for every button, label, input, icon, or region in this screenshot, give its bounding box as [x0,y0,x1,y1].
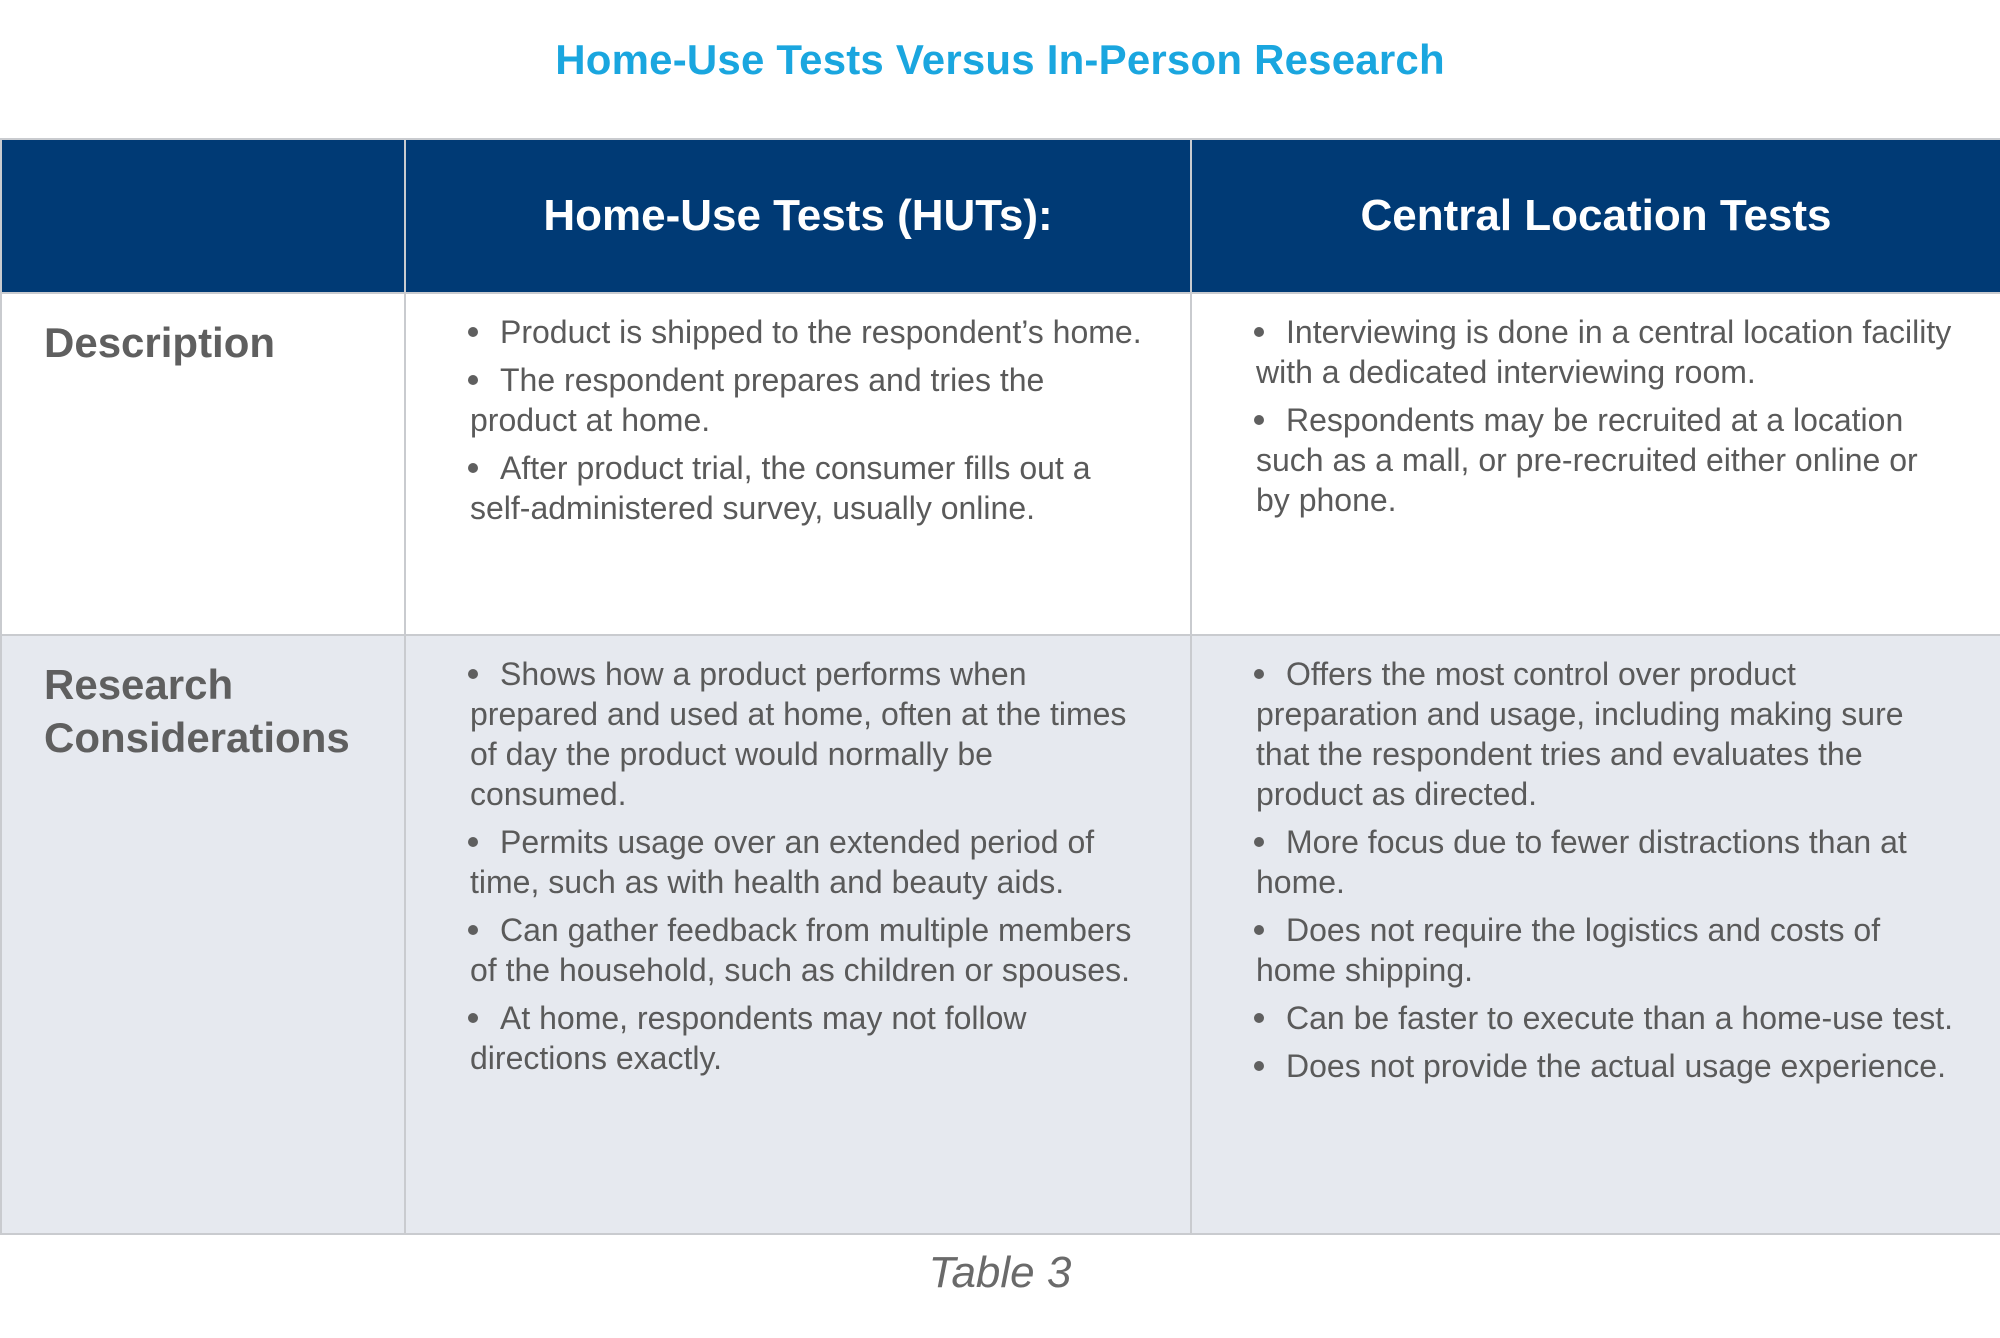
list-item: Product is shipped to the respondent’s h… [468,312,1150,352]
list-item-text: More focus due to fewer distractions tha… [1256,824,1907,900]
clt-cell: Interviewing is done in a central locati… [1190,292,2000,636]
list-item: Permits usage over an extended period of… [468,822,1150,902]
list-item: The respondent prepares and tries the pr… [468,360,1150,440]
bullet-icon [1254,924,1264,935]
bullet-icon [1254,1012,1264,1023]
list-item-text: Can gather feedback from multiple member… [470,912,1132,988]
list-item-text: At home, respondents may not follow dire… [470,1000,1027,1076]
bullet-icon [1254,326,1264,337]
list-item: More focus due to fewer distractions tha… [1254,822,1960,902]
list-item: Can gather feedback from multiple member… [468,910,1150,990]
header-clt: Central Location Tests [1190,138,2000,294]
bullet-icon [1254,668,1264,679]
list-item-text: Offers the most control over product pre… [1256,656,1904,812]
bullet-list: Offers the most control over product pre… [1254,654,1960,1086]
list-item-text: Respondents may be recruited at a locati… [1256,402,1918,518]
table-row: Research Considerations Shows how a prod… [0,634,2000,1235]
bullet-icon [468,668,478,679]
clt-cell: Offers the most control over product pre… [1190,634,2000,1235]
header-empty [0,138,406,294]
bullet-icon [468,924,478,935]
list-item: Shows how a product performs when prepar… [468,654,1150,814]
huts-cell: Shows how a product performs when prepar… [404,634,1192,1235]
bullet-icon [1254,414,1264,425]
bullet-icon [468,836,478,847]
bullet-list: Shows how a product performs when prepar… [468,654,1150,1078]
row-label: Description [0,292,406,636]
list-item-text: Shows how a product performs when prepar… [470,656,1127,812]
table-header-row: Home-Use Tests (HUTs): Central Location … [0,138,2000,294]
bullet-list: Product is shipped to the respondent’s h… [468,312,1150,528]
list-item: Respondents may be recruited at a locati… [1254,400,1960,520]
list-item-text: Can be faster to execute than a home-use… [1286,1000,1954,1036]
huts-cell: Product is shipped to the respondent’s h… [404,292,1192,636]
list-item: Does not require the logistics and costs… [1254,910,1960,990]
list-item-text: The respondent prepares and tries the pr… [470,362,1045,438]
page-title: Home-Use Tests Versus In-Person Research [555,36,1445,83]
row-label: Research Considerations [0,634,406,1235]
list-item: At home, respondents may not follow dire… [468,998,1150,1078]
list-item-text: Interviewing is done in a central locati… [1256,314,1952,390]
bullet-icon [468,462,478,473]
bullet-icon [468,374,478,385]
table-row: Description Product is shipped to the re… [0,292,2000,636]
list-item-text: Permits usage over an extended period of… [470,824,1095,900]
list-item-text: Does not require the logistics and costs… [1256,912,1881,988]
list-item: Interviewing is done in a central locati… [1254,312,1960,392]
list-item: After product trial, the consumer fills … [468,448,1150,528]
comparison-table: Home-Use Tests (HUTs): Central Location … [0,138,2000,1235]
list-item: Does not provide the actual usage experi… [1254,1046,1960,1086]
list-item-text: After product trial, the consumer fills … [470,450,1091,526]
list-item: Can be faster to execute than a home-use… [1254,998,1960,1038]
list-item-text: Product is shipped to the respondent’s h… [500,314,1142,350]
list-item-text: Does not provide the actual usage experi… [1286,1048,1946,1084]
list-item: Offers the most control over product pre… [1254,654,1960,814]
bullet-list: Interviewing is done in a central locati… [1254,312,1960,520]
header-huts: Home-Use Tests (HUTs): [404,138,1192,294]
bullet-icon [1254,1060,1264,1071]
bullet-icon [468,1012,478,1023]
bullet-icon [468,326,478,337]
table-caption: Table 3 [928,1248,1072,1297]
bullet-icon [1254,836,1264,847]
